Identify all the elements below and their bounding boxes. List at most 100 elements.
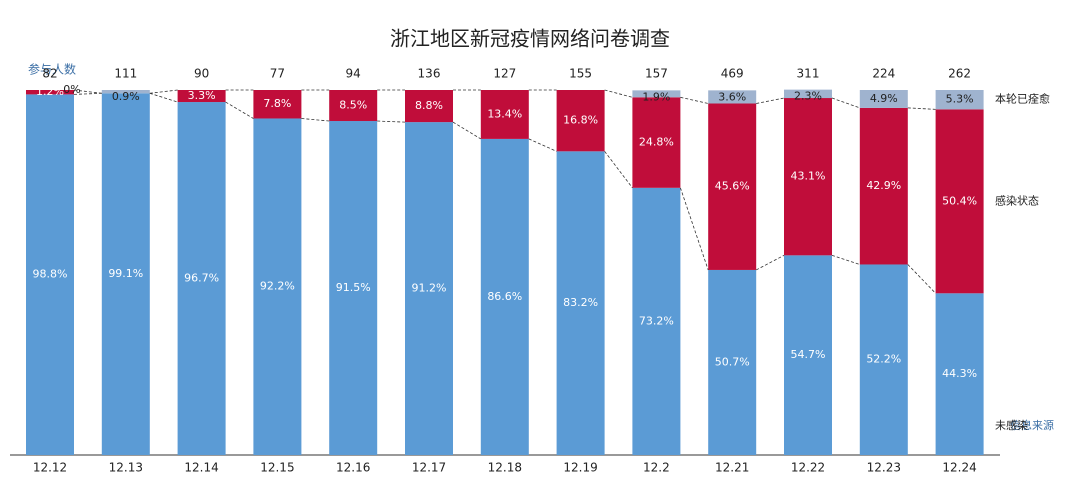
total-label: 224 [872, 67, 895, 81]
bar-segment [405, 122, 453, 456]
bar-segment [480, 90, 529, 139]
connector [301, 118, 330, 122]
legend-label: 未感染 [995, 418, 1028, 432]
value-label: 8.5% [339, 99, 367, 112]
value-label: 83.2% [563, 296, 598, 309]
x-tick-label: 12.16 [336, 461, 370, 475]
bar-segment [935, 90, 984, 110]
value-label: 54.7% [791, 348, 826, 361]
total-label: 82 [42, 67, 57, 81]
connector [680, 96, 709, 104]
bar-segment [935, 293, 984, 455]
value-label: 3.3% [188, 89, 216, 102]
value-label: 24.8% [639, 136, 674, 149]
bar-segment [253, 118, 302, 455]
total-label: 90 [194, 67, 209, 81]
value-label: 86.6% [487, 290, 522, 303]
bar-segment [632, 187, 681, 455]
total-label: 136 [418, 67, 441, 81]
bar-segment [26, 94, 74, 455]
source-label: 信息来源 [1010, 418, 1054, 432]
x-tick-label: 12.12 [33, 461, 67, 475]
bar-segment [101, 90, 150, 94]
connector [756, 97, 785, 104]
value-label: 96.7% [184, 272, 219, 285]
value-label: 91.2% [412, 282, 447, 295]
chart-title: 浙江地区新冠疫情网络问卷调查 [390, 27, 670, 51]
bar-segment [859, 264, 908, 455]
value-label: 50.7% [715, 355, 750, 368]
bar-segment [784, 89, 832, 99]
bar-segment [253, 90, 302, 119]
connector [831, 254, 860, 265]
bar-segment [177, 90, 226, 103]
bar-segment [708, 90, 757, 104]
bar-segment [329, 90, 378, 122]
value-label: 91.5% [336, 281, 371, 294]
total-label: 469 [721, 67, 744, 81]
bar-segment [556, 90, 605, 152]
total-label: 155 [569, 67, 592, 81]
value-label: 0.9% [112, 90, 140, 103]
bar-segment [708, 269, 757, 455]
totals-label: 参与人数 [28, 62, 76, 77]
value-label: 1.9% [642, 90, 670, 103]
x-tick-label: 12.21 [715, 461, 749, 475]
x-tick-label: 12.18 [488, 461, 522, 475]
value-label: 5.3% [946, 93, 974, 106]
connector [604, 89, 633, 98]
connector [604, 151, 633, 189]
bar-segment [784, 98, 832, 256]
connector [831, 97, 860, 109]
total-label: 77 [270, 67, 285, 81]
value-label: 43.1% [791, 170, 826, 183]
total-label: 262 [948, 67, 971, 81]
total-label: 157 [645, 67, 668, 81]
value-label: 8.8% [415, 99, 443, 112]
bar-segment [859, 107, 908, 265]
x-tick-label: 12.13 [109, 461, 143, 475]
bar-segment [935, 109, 984, 294]
value-label: 50.4% [942, 194, 977, 207]
bar-segment [632, 97, 681, 188]
connector [756, 254, 785, 271]
x-tick-label: 12.14 [184, 461, 218, 475]
value-label: 1.2% [36, 85, 64, 98]
connector [452, 121, 482, 140]
value-label: 92.2% [260, 280, 295, 293]
x-tick-label: 12.2 [643, 461, 670, 475]
bar-segment [329, 121, 378, 456]
bar-segment [405, 90, 453, 123]
connector [149, 89, 178, 94]
bar-segment [784, 255, 832, 455]
connector [377, 120, 406, 123]
total-label: 127 [493, 67, 516, 81]
connector [149, 92, 178, 103]
value-label: 52.2% [866, 353, 901, 366]
value-label: 3.6% [718, 90, 746, 103]
total-label: 111 [114, 67, 137, 81]
x-tick-label: 12.22 [791, 461, 825, 475]
value-label: 7.8% [263, 97, 291, 110]
value-label: 98.8% [33, 268, 68, 281]
bar-segment [708, 103, 757, 270]
value-label: 99.1% [108, 267, 143, 280]
connector [907, 264, 936, 294]
x-tick-label: 12.24 [942, 461, 976, 475]
total-label: 94 [346, 67, 361, 81]
value-label: 73.2% [639, 314, 674, 327]
total-label: 311 [797, 67, 820, 81]
bar-segment [177, 102, 226, 456]
connector [528, 138, 557, 152]
x-tick-label: 12.19 [563, 461, 597, 475]
x-tick-label: 12.23 [867, 461, 901, 475]
connector [225, 101, 254, 119]
value-label: 44.3% [942, 367, 977, 380]
bar-segment [101, 93, 150, 455]
value-label: 16.8% [563, 114, 598, 127]
value-label: 4.9% [870, 92, 898, 105]
bar-segment [26, 90, 74, 95]
value-label: 0% [63, 83, 80, 96]
legend-label: 本轮已痊愈 [995, 92, 1050, 106]
